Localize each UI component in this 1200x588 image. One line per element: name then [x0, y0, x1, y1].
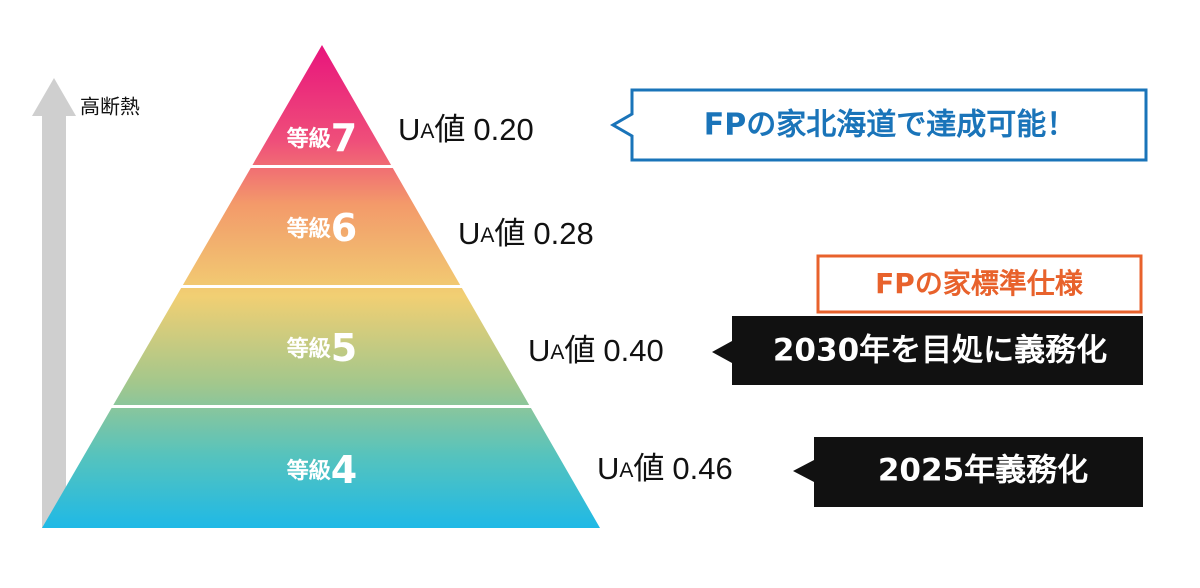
- axis-label: 高断熱: [80, 95, 140, 119]
- grade-prefix: 等級: [287, 216, 331, 242]
- grade-number: 5: [331, 326, 357, 370]
- callout-box: [793, 437, 1143, 507]
- grade-prefix: 等級: [287, 458, 331, 484]
- callout-text: FPの家標準仕様: [875, 267, 1084, 300]
- grade-number: 6: [331, 206, 357, 250]
- grade-number: 7: [331, 116, 357, 160]
- grade-label: 等級5: [287, 326, 357, 370]
- ua-a: A: [550, 341, 564, 364]
- ua-label: UA値 0.20: [398, 112, 534, 147]
- ua-u: U: [398, 112, 420, 147]
- grade-prefix: 等級: [287, 126, 331, 152]
- arrow-shaft: [42, 112, 66, 528]
- callout-text: 2030年を目処に義務化: [773, 333, 1107, 369]
- grade-label: 等級7: [287, 116, 357, 160]
- ua-label: UA値 0.28: [458, 216, 594, 251]
- ua-label: UA値 0.46: [597, 451, 733, 486]
- grade-number: 4: [331, 448, 357, 492]
- ua-u: U: [528, 333, 550, 368]
- ua-label: UA値 0.40: [528, 333, 664, 368]
- ua-value: 0.40: [603, 333, 663, 368]
- ua-word: 値: [434, 112, 465, 147]
- ua-value: 0.46: [672, 451, 732, 486]
- ua-value: 0.28: [533, 216, 593, 251]
- ua-u: U: [597, 451, 619, 486]
- ua-word: 値: [494, 216, 525, 251]
- ua-a: A: [619, 459, 633, 482]
- arrow-head: [32, 78, 76, 116]
- callout-text: 2025年義務化: [878, 453, 1088, 489]
- grade-label: 等級6: [287, 206, 357, 250]
- ua-a: A: [480, 224, 494, 247]
- callout-box: [610, 88, 1148, 162]
- grade-label: 等級4: [287, 448, 357, 492]
- ua-word: 値: [564, 333, 595, 368]
- grade-prefix: 等級: [287, 336, 331, 362]
- ua-word: 値: [633, 451, 664, 486]
- ua-u: U: [458, 216, 480, 251]
- ua-value: 0.20: [473, 112, 533, 147]
- callout-box: [712, 316, 1143, 385]
- callout-text: FPの家北海道で達成可能！: [704, 108, 1076, 143]
- ua-a: A: [420, 120, 434, 143]
- callout-box: [816, 254, 1143, 314]
